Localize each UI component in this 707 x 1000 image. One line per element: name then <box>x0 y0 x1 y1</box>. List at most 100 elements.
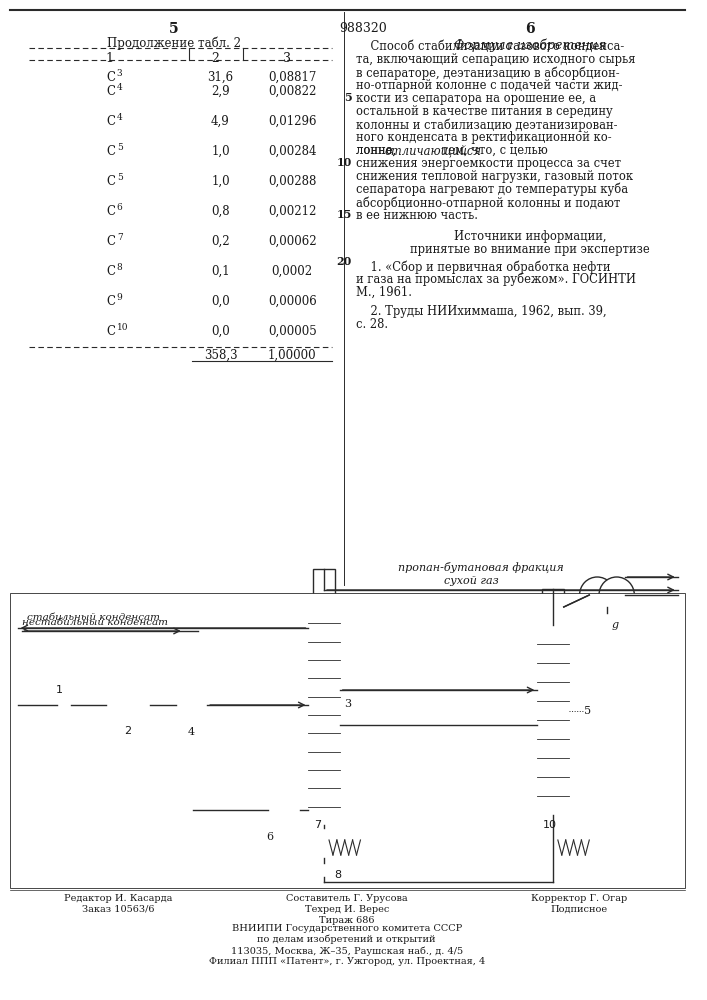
Text: 7: 7 <box>117 233 122 242</box>
Text: 4: 4 <box>188 727 195 737</box>
Text: 1. «Сбор и первичная обработка нефти: 1. «Сбор и первичная обработка нефти <box>356 260 610 273</box>
Text: 0,00212: 0,00212 <box>268 205 316 218</box>
Circle shape <box>259 794 291 826</box>
Polygon shape <box>57 698 64 712</box>
Text: 0,00062: 0,00062 <box>268 235 317 248</box>
Bar <box>291 830 308 860</box>
Text: C: C <box>106 115 115 128</box>
Text: C: C <box>106 145 115 158</box>
Text: Способ стабилизации газового конденса-: Способ стабилизации газового конденса- <box>356 40 624 53</box>
Text: 1,0: 1,0 <box>211 145 230 158</box>
Text: Техред И. Верес: Техред И. Верес <box>305 905 389 914</box>
Text: в сепараторе, деэтанизацию в абсорбцион-: в сепараторе, деэтанизацию в абсорбцион- <box>356 66 619 80</box>
Text: М., 1961.: М., 1961. <box>356 286 411 299</box>
Circle shape <box>276 794 308 826</box>
Polygon shape <box>324 863 331 877</box>
Text: g: g <box>612 620 619 630</box>
Text: 5: 5 <box>344 92 351 103</box>
Text: принятые во внимание при экспертизе: принятые во внимание при экспертизе <box>411 243 650 256</box>
Bar <box>22 635 194 755</box>
Circle shape <box>185 689 216 721</box>
Text: Подписное: Подписное <box>551 905 608 914</box>
Bar <box>105 692 150 718</box>
Text: 10: 10 <box>117 323 129 332</box>
Text: отличающийся: отличающийся <box>384 144 481 157</box>
Text: Продолжение табл. 2: Продолжение табл. 2 <box>107 36 241 49</box>
Polygon shape <box>317 863 324 877</box>
Text: C: C <box>106 71 115 84</box>
Text: Тираж 686: Тираж 686 <box>319 916 375 925</box>
Text: 5: 5 <box>117 143 123 152</box>
Text: 4: 4 <box>117 83 122 92</box>
Text: колонны и стабилизацию деэтанизирован-: колонны и стабилизацию деэтанизирован- <box>356 118 617 131</box>
Text: 10: 10 <box>543 820 557 830</box>
Text: 0,0: 0,0 <box>211 325 230 338</box>
Text: C: C <box>106 235 115 248</box>
Circle shape <box>167 689 199 721</box>
Text: C: C <box>106 325 115 338</box>
Text: стабильный конденсат: стабильный конденсат <box>27 613 160 622</box>
Text: C: C <box>106 85 115 98</box>
Text: 0,1: 0,1 <box>211 265 230 278</box>
Text: 0,08817: 0,08817 <box>268 71 316 84</box>
Text: 3: 3 <box>117 69 122 78</box>
Text: 4: 4 <box>117 113 122 122</box>
Text: 0,0: 0,0 <box>211 295 230 308</box>
Text: 10: 10 <box>337 157 351 168</box>
Text: сепаратора нагревают до температуры куба: сепаратора нагревают до температуры куба <box>356 183 628 196</box>
Circle shape <box>599 577 634 613</box>
Text: 2. Труды НИИхиммаша, 1962, вып. 39,: 2. Труды НИИхиммаша, 1962, вып. 39, <box>356 305 606 318</box>
Text: 0,00822: 0,00822 <box>268 85 316 98</box>
Text: 3: 3 <box>284 52 291 65</box>
Text: в ее нижнюю часть.: в ее нижнюю часть. <box>356 209 477 222</box>
Text: C: C <box>106 175 115 188</box>
Bar <box>542 589 563 625</box>
Text: Составитель Г. Урусова: Составитель Г. Урусова <box>286 894 407 903</box>
Text: абсорбционно-отпарной колонны и подают: абсорбционно-отпарной колонны и подают <box>356 196 620 210</box>
Circle shape <box>580 577 615 613</box>
Text: Корректор Г. Огар: Корректор Г. Огар <box>532 894 628 903</box>
Text: Редактор И. Касарда: Редактор И. Касарда <box>64 894 172 903</box>
Text: 31,6: 31,6 <box>207 71 233 84</box>
Text: 3: 3 <box>344 699 351 709</box>
Text: Филиал ППП «Патент», г. Ужгород, ул. Проектная, 4: Филиал ППП «Патент», г. Ужгород, ул. Про… <box>209 957 485 966</box>
Text: C: C <box>106 265 115 278</box>
Text: 5: 5 <box>585 706 592 716</box>
Text: 8: 8 <box>334 870 341 880</box>
Text: та, включающий сепарацию исходного сырья: та, включающий сепарацию исходного сырья <box>356 53 635 66</box>
Text: 2: 2 <box>211 52 219 65</box>
Text: пропан-бутановая фракция: пропан-бутановая фракция <box>398 562 564 573</box>
Text: кости из сепаратора на орошение ее, а: кости из сепаратора на орошение ее, а <box>356 92 596 105</box>
Text: 15: 15 <box>337 209 351 220</box>
Text: C: C <box>106 205 115 218</box>
Text: Формула изобретения: Формула изобретения <box>455 38 607 51</box>
Text: 1,0: 1,0 <box>211 175 230 188</box>
Bar <box>308 605 340 825</box>
Text: 1,00000: 1,00000 <box>268 349 317 362</box>
Text: лонне,: лонне, <box>356 144 399 157</box>
Text: лонне,: лонне, <box>356 144 399 157</box>
Text: ВНИИПИ Государственного комитета СССР: ВНИИПИ Государственного комитета СССР <box>232 924 462 933</box>
Text: снижения энергоемкости процесса за счет: снижения энергоемкости процесса за счет <box>356 157 621 170</box>
Text: 6: 6 <box>525 22 535 36</box>
Text: 988320: 988320 <box>339 22 387 35</box>
Text: 8: 8 <box>117 263 122 272</box>
Text: 2,9: 2,9 <box>211 85 230 98</box>
Text: ного конденсата в ректификационной ко-: ного конденсата в ректификационной ко- <box>356 131 611 144</box>
Text: с. 28.: с. 28. <box>356 318 387 331</box>
Text: 113035, Москва, Ж–35, Раушская наб., д. 4/5: 113035, Москва, Ж–35, Раушская наб., д. … <box>230 946 463 956</box>
Text: 2: 2 <box>124 726 132 736</box>
Bar <box>10 593 684 888</box>
Text: остальной в качестве питания в середину: остальной в качестве питания в середину <box>356 105 612 118</box>
Bar <box>537 625 568 815</box>
Text: но-отпарной колонне с подачей части жид-: но-отпарной колонне с подачей части жид- <box>356 79 622 92</box>
Text: 5: 5 <box>117 173 123 182</box>
Bar <box>296 810 304 830</box>
Text: 6: 6 <box>267 832 274 842</box>
Text: 358,3: 358,3 <box>204 349 238 362</box>
Text: 6: 6 <box>117 203 122 212</box>
Text: по делам изобретений и открытий: по делам изобретений и открытий <box>257 935 436 944</box>
Bar <box>313 569 335 605</box>
Text: 0,2: 0,2 <box>211 235 230 248</box>
Text: Источники информации,: Источники информации, <box>454 230 607 243</box>
